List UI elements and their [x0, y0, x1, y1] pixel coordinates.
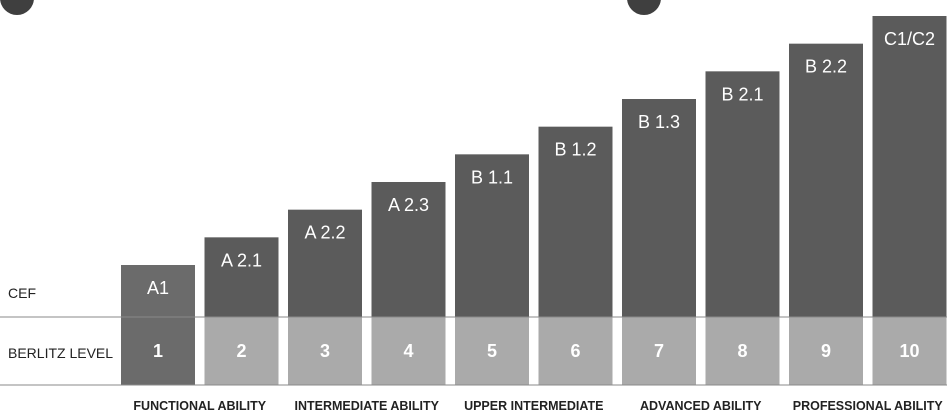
cef-label-6: B 1.2	[554, 140, 596, 160]
cef-bar-10	[872, 16, 947, 317]
rules-layer	[0, 316, 947, 386]
berlitz-level-label-8: 8	[737, 341, 747, 361]
berlitz-level-label-3: 3	[320, 341, 330, 361]
cef-label-10: C1/C2	[884, 29, 935, 49]
labels-layer: CEF BERLITZ LEVEL	[8, 285, 113, 361]
cef-bar-2	[204, 237, 279, 317]
berlitz-level-label-2: 2	[236, 341, 246, 361]
cef-label-2: A 2.1	[221, 250, 262, 270]
berlitz-level-cell-8	[705, 317, 780, 385]
group-label-2: INTERMEDIATE ABILITY	[295, 399, 440, 413]
berlitz-level-cell-6	[538, 317, 613, 385]
cef-label-1: A1	[147, 278, 169, 298]
group-label-3: UPPER INTERMEDIATE	[464, 399, 603, 413]
berlitz-level-cell-7	[622, 317, 696, 385]
circle-decoration-right	[627, 0, 661, 15]
bars-layer: A1 1 A 2.1 2 A 2.2 3 A 2.3 4 B 1.1 5 B 1.2 6 B 1.3 7 B…	[121, 16, 947, 385]
group-label-1: FUNCTIONAL ABILITY	[133, 399, 266, 413]
cef-bar-4	[371, 182, 446, 317]
groups-layer: FUNCTIONAL ABILITY INTERMEDIATE ABILITY UP…	[133, 399, 943, 413]
berlitz-level-label-9: 9	[821, 341, 831, 361]
berlitz-level-label-7: 7	[654, 341, 664, 361]
cef-label-7: B 1.3	[638, 112, 680, 132]
berlitz-level-cell-10	[872, 317, 947, 385]
berlitz-level-label-4: 4	[403, 341, 413, 361]
cef-label-4: A 2.3	[388, 195, 429, 215]
circle-decoration-left	[0, 0, 34, 15]
berlitz-level-cell-4	[371, 317, 446, 385]
berlitz-level-label-6: 6	[570, 341, 580, 361]
berlitz-level-cell-5	[455, 317, 529, 385]
cef-bar-6	[538, 126, 613, 318]
group-label-5: PROFESSIONAL ABILITY	[793, 399, 944, 413]
cef-label-5: B 1.1	[471, 167, 513, 187]
cef-bar-3	[288, 209, 362, 317]
cef-label-8: B 2.1	[721, 84, 763, 104]
cef-label-9: B 2.2	[805, 57, 847, 77]
cef-bar-8	[705, 71, 780, 317]
berlitz-level-label-5: 5	[487, 341, 497, 361]
cef-bar-7	[622, 99, 696, 317]
berlitz-level-cell-9	[789, 317, 863, 385]
berlitz-level-cell-2	[204, 317, 279, 385]
group-label-4: ADVANCED ABILITY	[640, 399, 762, 413]
berlitz-level-label-10: 10	[899, 341, 919, 361]
berlitz-level-label-1: 1	[153, 341, 163, 361]
cef-label-3: A 2.2	[304, 223, 345, 243]
berlitz-row-label: BERLITZ LEVEL	[8, 345, 113, 361]
cef-row-label: CEF	[8, 285, 36, 301]
berlitz-level-cell-3	[288, 317, 362, 385]
cef-bar-9	[789, 43, 863, 318]
cef-bar-5	[455, 154, 529, 317]
cef-bar-1	[121, 265, 195, 385]
